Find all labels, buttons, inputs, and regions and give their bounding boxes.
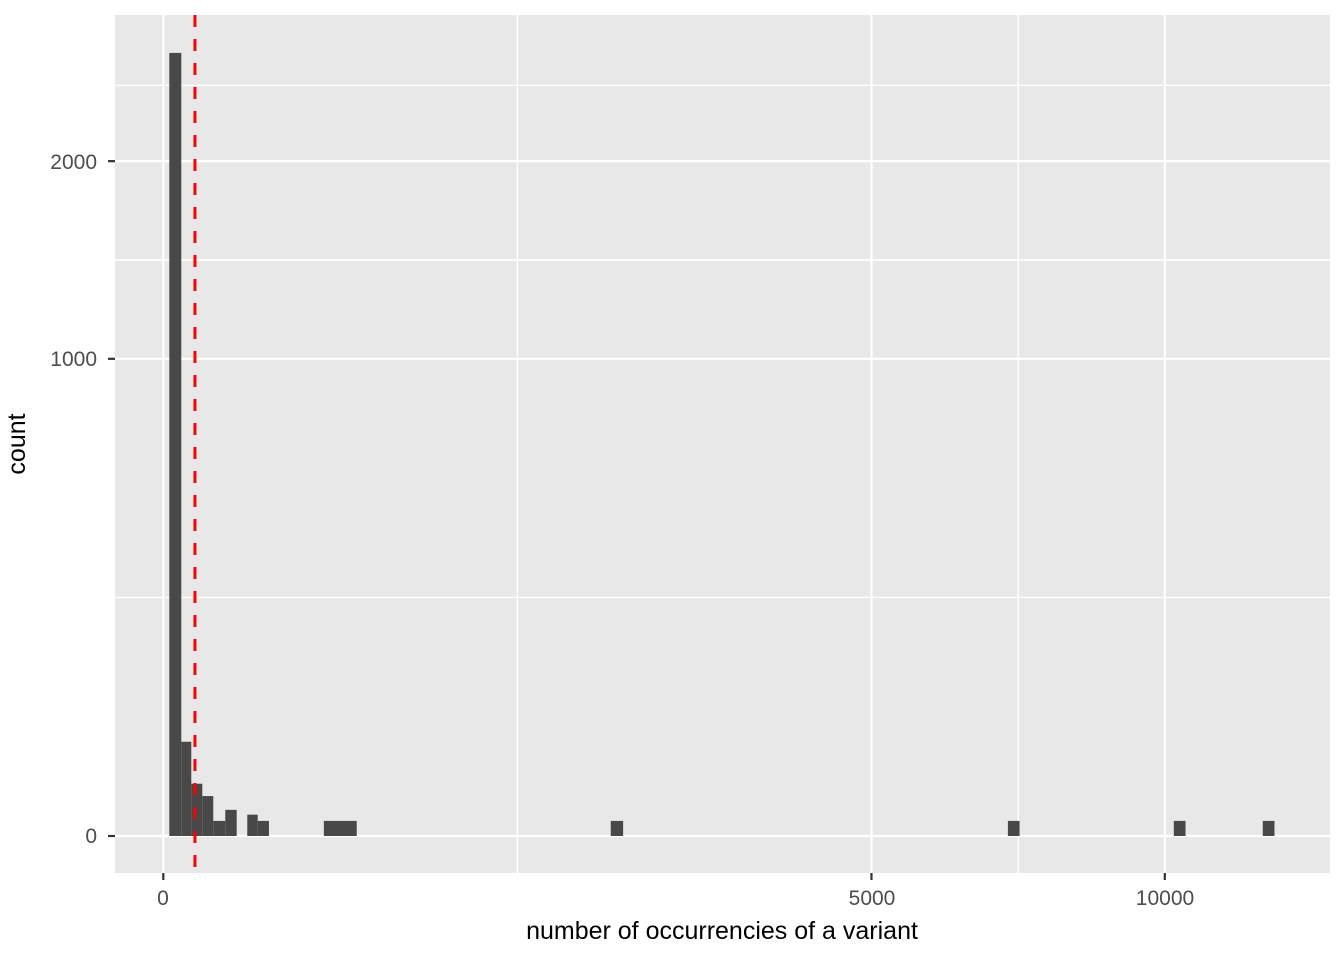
x-tick-label-0: 0	[157, 887, 169, 910]
histogram-bar	[1173, 820, 1186, 836]
histogram-bar	[247, 814, 258, 836]
histogram-bar	[323, 820, 357, 836]
histogram-bar	[202, 796, 214, 836]
histogram-bar	[1007, 820, 1020, 836]
y-tick-label-2000: 2000	[50, 151, 97, 174]
y-axis-title: count	[3, 413, 31, 474]
histogram-bar	[225, 809, 237, 836]
histogram-bar	[213, 820, 226, 836]
histogram-bar	[610, 820, 624, 836]
histogram-bar	[257, 820, 269, 836]
histogram-bar	[181, 741, 192, 836]
panel-background	[115, 15, 1330, 873]
x-tick-label-10000: 10000	[1136, 887, 1194, 910]
gridlines-major	[115, 15, 1330, 873]
histogram-bar	[191, 783, 203, 836]
axis-tick-marks	[108, 160, 1166, 880]
histogram-bar	[1262, 820, 1275, 836]
gridlines-minor	[115, 15, 1330, 873]
plot-panel	[115, 15, 1330, 873]
histogram-bar	[169, 52, 182, 837]
x-tick-label-5000: 5000	[849, 887, 896, 910]
y-tick-label-1000: 1000	[50, 348, 97, 371]
x-axis-title: number of occurrencies of a variant	[526, 917, 918, 945]
histogram-bars	[169, 52, 1275, 837]
y-tick-label-0: 0	[85, 825, 97, 848]
